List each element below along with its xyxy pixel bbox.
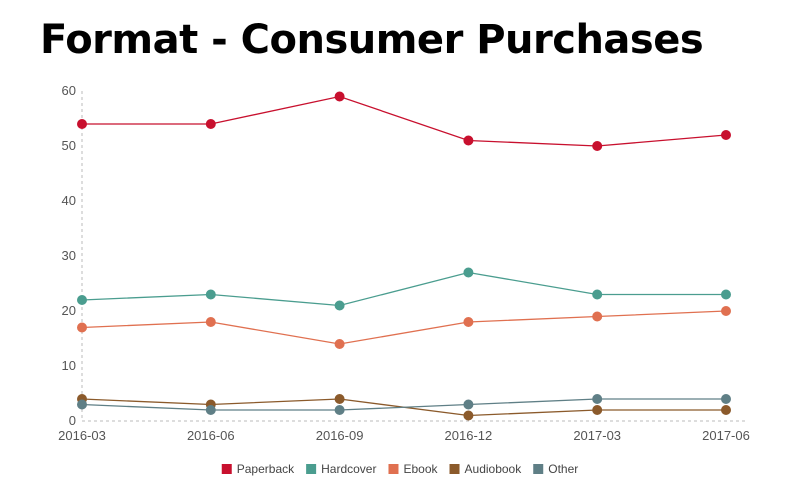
data-point-audiobook[interactable] xyxy=(334,394,345,404)
data-point-audiobook[interactable] xyxy=(721,405,731,415)
legend-swatch xyxy=(533,464,544,474)
data-point-audiobook[interactable] xyxy=(463,410,474,421)
data-point-hardcover[interactable] xyxy=(721,289,731,300)
series-line-paperback xyxy=(82,95,727,147)
data-point-other[interactable] xyxy=(334,405,345,415)
chart-series xyxy=(77,91,731,421)
y-tick-label: 60 xyxy=(62,83,76,98)
data-point-ebook[interactable] xyxy=(721,306,731,316)
series-paperback xyxy=(77,91,731,151)
y-tick-label: 30 xyxy=(62,248,76,263)
chart-legend: Paperback Hardcover Ebook Audiobook Other xyxy=(221,462,578,476)
data-point-other[interactable] xyxy=(721,394,731,404)
data-point-other[interactable] xyxy=(592,394,603,404)
data-point-other[interactable] xyxy=(463,399,474,410)
chart-axes: 0 10 20 30 40 50 60 2016-03 2016-06 2016-09 2016-1… xyxy=(58,83,750,443)
legend-swatch xyxy=(388,464,399,474)
legend-item-paperback[interactable]: Paperback xyxy=(221,462,295,476)
data-point-hardcover[interactable] xyxy=(205,289,216,300)
data-point-hardcover[interactable] xyxy=(334,300,345,311)
series-line-hardcover xyxy=(81,271,726,307)
legend-swatch xyxy=(449,464,460,474)
series-ebook xyxy=(77,306,731,349)
y-tick-label: 20 xyxy=(62,303,76,318)
data-point-ebook[interactable] xyxy=(334,339,345,349)
data-point-ebook[interactable] xyxy=(77,322,87,333)
data-point-paperback[interactable] xyxy=(77,119,87,129)
legend-label: Paperback xyxy=(237,462,295,476)
legend-label: Audiobook xyxy=(465,462,523,476)
x-tick-label: 2017-06 xyxy=(702,428,750,443)
data-point-ebook[interactable] xyxy=(592,311,603,322)
chart-title: Format - Consumer Purchases xyxy=(40,17,704,63)
y-tick-label: 10 xyxy=(62,358,76,373)
legend-label: Hardcover xyxy=(321,462,376,476)
legend-item-other[interactable]: Other xyxy=(533,462,578,476)
data-point-audiobook[interactable] xyxy=(592,405,603,415)
x-tick-label: 2016-03 xyxy=(58,428,106,443)
data-point-other[interactable] xyxy=(205,405,216,415)
data-point-ebook[interactable] xyxy=(463,317,474,327)
data-point-paperback[interactable] xyxy=(334,91,345,102)
x-tick-label: 2016-09 xyxy=(316,428,364,443)
legend-label: Other xyxy=(548,462,578,476)
y-tick-label: 0 xyxy=(69,413,76,428)
series-line-ebook xyxy=(81,310,727,345)
data-point-paperback[interactable] xyxy=(205,119,216,129)
data-point-hardcover[interactable] xyxy=(463,267,474,278)
x-tick-label: 2016-12 xyxy=(445,428,493,443)
data-point-paperback[interactable] xyxy=(592,141,603,151)
x-tick-label: 2016-06 xyxy=(187,428,235,443)
data-point-hardcover[interactable] xyxy=(592,289,603,300)
legend-label: Ebook xyxy=(403,462,438,476)
data-point-other[interactable] xyxy=(77,399,87,410)
data-point-paperback[interactable] xyxy=(463,135,474,146)
legend-swatch xyxy=(306,464,317,474)
y-tick-label: 40 xyxy=(62,193,76,208)
legend-item-audiobook[interactable]: Audiobook xyxy=(449,462,523,476)
legend-item-ebook[interactable]: Ebook xyxy=(388,462,439,476)
legend-item-hardcover[interactable]: Hardcover xyxy=(306,462,376,476)
data-point-ebook[interactable] xyxy=(205,317,216,327)
legend-swatch xyxy=(221,464,232,474)
data-point-paperback[interactable] xyxy=(721,130,731,140)
x-tick-label: 2017-03 xyxy=(573,428,621,443)
series-other xyxy=(77,394,731,415)
series-hardcover xyxy=(77,267,731,311)
y-tick-label: 50 xyxy=(62,138,76,153)
data-point-hardcover[interactable] xyxy=(77,295,87,305)
series-line-other xyxy=(81,398,726,411)
